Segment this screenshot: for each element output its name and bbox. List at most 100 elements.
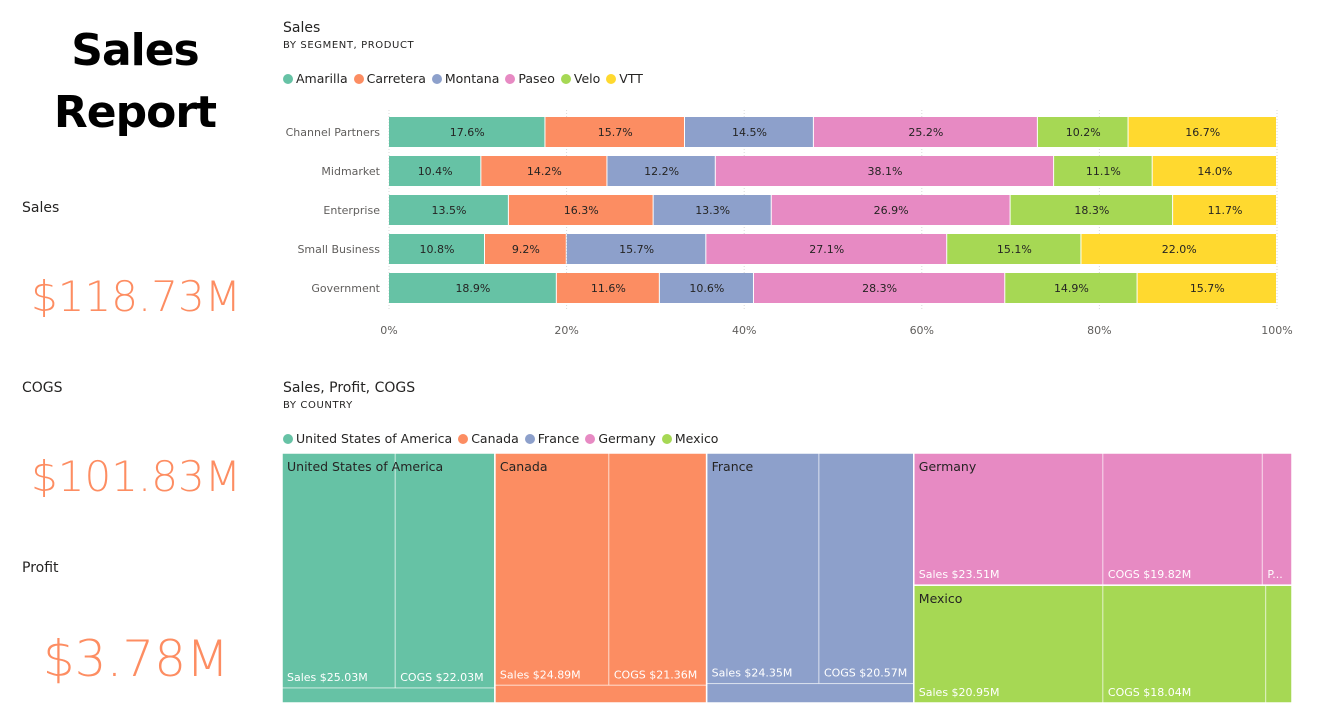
treemap-tile-label: COGS $22.03M (400, 671, 483, 684)
kpi-profit-label: Profit (22, 560, 59, 576)
bar-segment-channel-partners-vtt[interactable] (1128, 117, 1276, 147)
bar-segment-enterprise-velo[interactable] (1010, 195, 1173, 225)
bar-legend-label: VTT (619, 71, 643, 86)
treemap-legend-item-france[interactable]: France (524, 431, 580, 446)
treemap-tile-germany[interactable] (913, 452, 1104, 586)
bar-legend-item-vtt[interactable]: VTT (606, 71, 643, 86)
bar-segment-small-business-amarilla[interactable] (389, 234, 484, 264)
bar-data-label: 26.9% (874, 204, 909, 217)
treemap-tile-canada[interactable] (494, 452, 610, 686)
bar-data-label: 18.9% (455, 282, 490, 295)
bar-segment-midmarket-montana[interactable] (607, 156, 715, 186)
treemap-tile-united-states-of-america[interactable] (394, 452, 496, 689)
treemap-tile-label: Sales $25.03M (287, 671, 368, 684)
bar-segment-enterprise-montana[interactable] (653, 195, 771, 225)
bar-segment-midmarket-carretera[interactable] (481, 156, 607, 186)
bar-segment-small-business-vtt[interactable] (1081, 234, 1276, 264)
bar-data-label: 11.1% (1086, 165, 1121, 178)
treemap-legend-item-germany[interactable]: Germany (585, 431, 656, 446)
bar-segment-channel-partners-paseo[interactable] (813, 117, 1037, 147)
bar-segment-government-paseo[interactable] (753, 273, 1005, 303)
report-title-line-1: Sales (71, 25, 200, 76)
bar-segment-small-business-montana[interactable] (566, 234, 706, 264)
treemap-legend[interactable]: United States of America Canada France Germ… (283, 431, 724, 446)
bar-legend-item-carretera[interactable]: Carretera (353, 71, 426, 86)
bar-data-label: 16.7% (1185, 126, 1220, 139)
bar-data-label: 10.8% (420, 243, 455, 256)
treemap-legend-item-united-states-of-america[interactable]: United States of America (283, 431, 452, 446)
bar-legend-item-velo[interactable]: Velo (560, 71, 600, 86)
bar-legend-label: Carretera (366, 71, 426, 86)
bar-segment-midmarket-vtt[interactable] (1152, 156, 1276, 186)
bar-legend-label: Amarilla (296, 71, 348, 86)
bar-segment-channel-partners-amarilla[interactable] (389, 117, 545, 147)
bar-segment-midmarket-velo[interactable] (1054, 156, 1152, 186)
bar-data-label: 9.2% (512, 243, 540, 256)
bar-legend-label: Paseo (518, 71, 555, 86)
bar-data-label: 14.5% (732, 126, 767, 139)
report-title-line-2: Report (53, 87, 217, 138)
treemap-tile-mexico[interactable] (1102, 584, 1267, 704)
bar-data-label: 15.7% (598, 126, 633, 139)
bar-segment-government-amarilla[interactable] (389, 273, 556, 303)
treemap-tile-label: P... (1267, 568, 1282, 581)
bar-data-label: 14.2% (527, 165, 562, 178)
treemap-tile-label: COGS $19.82M (1108, 568, 1191, 581)
treemap-legend-swatch (524, 433, 535, 444)
bar-segment-small-business-paseo[interactable] (706, 234, 947, 264)
treemap-tile-canada[interactable] (608, 452, 708, 686)
bar-segment-government-carretera[interactable] (556, 273, 659, 303)
treemap-country-label: Canada (500, 459, 548, 474)
bar-data-label: 11.7% (1208, 204, 1243, 217)
treemap-country-label: France (712, 459, 754, 474)
treemap-tile-mexico[interactable] (913, 584, 1104, 704)
bar-data-label: 10.6% (689, 282, 724, 295)
bar-legend-swatch (505, 73, 516, 84)
bar-segment-enterprise-vtt[interactable] (1173, 195, 1276, 225)
bar-segment-enterprise-amarilla[interactable] (389, 195, 508, 225)
bar-segment-small-business-carretera[interactable] (485, 234, 566, 264)
bar-legend-item-amarilla[interactable]: Amarilla (283, 71, 348, 86)
treemap-tile-united-states-of-america-profit[interactable] (281, 687, 496, 704)
bar-segment-channel-partners-velo[interactable] (1037, 117, 1128, 147)
bar-data-label: 16.3% (564, 204, 599, 217)
bar-data-label: 10.4% (418, 165, 453, 178)
treemap-country-label: Germany (919, 459, 977, 474)
treemap-legend-item-canada[interactable]: Canada (458, 431, 519, 446)
treemap-tile-france[interactable] (818, 452, 915, 685)
bar-category-label: Midmarket (321, 165, 380, 178)
treemap-legend-item-mexico[interactable]: Mexico (661, 431, 718, 446)
bar-segment-channel-partners-montana[interactable] (685, 117, 813, 147)
treemap-tile-france[interactable] (706, 452, 820, 685)
bar-segment-government-montana[interactable] (659, 273, 753, 303)
bar-segment-enterprise-paseo[interactable] (771, 195, 1010, 225)
bar-segment-small-business-velo[interactable] (947, 234, 1081, 264)
bar-data-label: 28.3% (862, 282, 897, 295)
treemap-tile-france-profit[interactable] (706, 683, 915, 704)
bar-segment-government-velo[interactable] (1005, 273, 1137, 303)
bar-legend-item-paseo[interactable]: Paseo (505, 71, 555, 86)
bar-segment-midmarket-amarilla[interactable] (389, 156, 481, 186)
treemap-tile-mexico[interactable] (1265, 584, 1293, 704)
bar-segment-channel-partners-carretera[interactable] (545, 117, 684, 147)
bar-legend-item-montana[interactable]: Montana (431, 71, 499, 86)
treemap-legend-label: France (537, 431, 580, 446)
kpi-profit-value: $3.78M (42, 630, 230, 688)
treemap-tile-united-states-of-america[interactable] (281, 452, 396, 689)
bar-legend-swatch (353, 73, 364, 84)
bar-x-tick-label: 20% (554, 324, 578, 337)
treemap-tile-germany[interactable] (1102, 452, 1263, 586)
kpi-sales-label: Sales (22, 200, 60, 216)
kpi-cogs-label: COGS (22, 380, 63, 396)
treemap-tile-canada-profit[interactable] (494, 684, 708, 704)
bar-segment-midmarket-paseo[interactable] (715, 156, 1054, 186)
bar-data-label: 25.2% (908, 126, 943, 139)
bar-segment-government-vtt[interactable] (1137, 273, 1276, 303)
bar-chart-legend[interactable]: Amarilla Carretera Montana Paseo Velo VTT (283, 71, 649, 86)
bar-data-label: 12.2% (644, 165, 679, 178)
bar-chart[interactable]: 0% 20% 40% 60% 80% 100% Channel Partners 17.6% 1… (0, 0, 1318, 345)
bar-category-label: Small Business (297, 243, 380, 256)
bar-segment-enterprise-carretera[interactable] (508, 195, 653, 225)
treemap-tile-germany[interactable] (1261, 452, 1293, 586)
